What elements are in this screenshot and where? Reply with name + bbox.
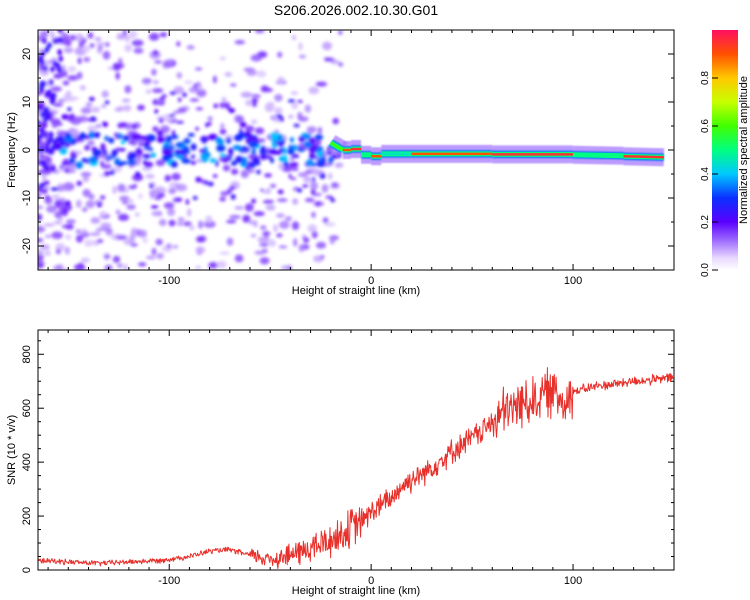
snr-ytick-label: 400 <box>21 453 33 471</box>
colorbar-ticks: 0.0 0.2 0.4 0.6 0.8 <box>700 71 718 277</box>
colorbar-label: Normalized spectral amplitude <box>738 76 750 224</box>
ridge-core-9 <box>623 154 664 159</box>
spectrogram-ytick-label: -20 <box>21 238 33 254</box>
snr-ytick-label: 0 <box>21 567 33 573</box>
colorbar-tick-label: 0.8 <box>700 71 711 85</box>
spectrogram-ytick-label: -10 <box>21 190 33 206</box>
colorbar-tick-label: 0.6 <box>700 119 711 133</box>
spectrogram-ytick-label: 10 <box>21 96 33 108</box>
snr-frame <box>37 329 675 571</box>
figure-title: S206.2026.002.10.30.G01 <box>274 2 438 18</box>
colorbar-tick-label: 0.0 <box>700 263 711 277</box>
snr-ytick-label: 600 <box>21 399 33 417</box>
ridge-core-8 <box>573 153 624 158</box>
ridge-core-0 <box>330 141 344 152</box>
snr-ytick-label: 800 <box>21 345 33 363</box>
spectrogram-xtick-label: 100 <box>564 275 582 287</box>
spectrogram-xtick-label: 0 <box>368 275 374 287</box>
colorbar-gradient <box>712 30 738 270</box>
snr-ticks: -100 0 100 0 200 400 600 800 <box>21 330 675 587</box>
colorbar-tick-label: 0.4 <box>700 167 711 181</box>
colorbar-tick-label: 0.2 <box>700 215 711 229</box>
colorbar: 0.0 0.2 0.4 0.6 0.8 Normalized spectral ampl… <box>700 30 750 277</box>
noise-blobs <box>38 30 344 270</box>
snr-xtick-label: -100 <box>158 575 180 587</box>
spectrogram-x-label: Height of straight line (km) <box>292 285 420 297</box>
snr-xtick-label: 100 <box>564 575 582 587</box>
snr-y-label: SNR (10 * v/v) <box>6 415 18 485</box>
spectrogram-xtick-label: -100 <box>158 275 180 287</box>
snr-x-label: Height of straight line (km) <box>292 585 420 597</box>
snr-panel: -100 0 100 0 200 400 600 800 Height of straight… <box>6 329 675 597</box>
snr-series-line <box>38 367 674 569</box>
spectrogram-content <box>38 30 665 270</box>
spectrogram-ytick-label: 0 <box>21 147 33 153</box>
spectrogram-y-label: Frequency (Hz) <box>6 112 18 188</box>
snr-ytick-label: 200 <box>21 507 33 525</box>
spectrogram-ytick-label: 20 <box>21 48 33 60</box>
snr-xtick-label: 0 <box>368 575 374 587</box>
